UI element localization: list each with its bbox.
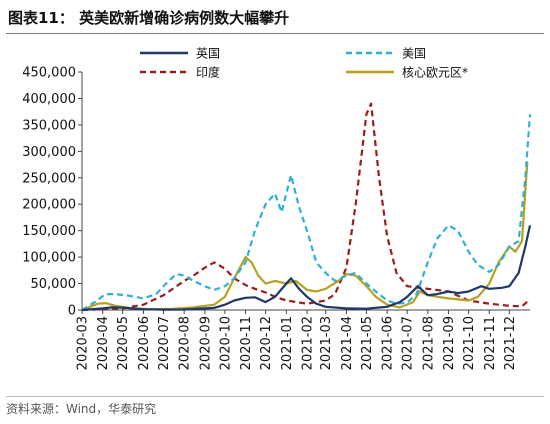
source-note: 资料来源：Wind，华泰研究 — [6, 402, 157, 416]
x-tick-label: 2021-05 — [360, 316, 375, 370]
footer-divider — [6, 396, 544, 397]
x-tick-label: 2020-08 — [178, 316, 193, 370]
chart-axes: 0 50,000 100,000 150,000 200,000 250,000 300,0… — [22, 66, 530, 370]
x-tick-label: 2020-12 — [259, 316, 274, 370]
figure-header: 图表11： 英美欧新增确诊病例数大幅攀升 — [6, 4, 544, 34]
x-tick-label: 2021-11 — [483, 316, 498, 370]
x-tick-label: 2021-02 — [301, 316, 316, 370]
y-tick-label: 300,000 — [22, 145, 76, 160]
legend-label-2: 美国 — [402, 47, 426, 61]
x-tick-label: 2021-01 — [280, 316, 295, 370]
x-tick-label: 2021-08 — [421, 316, 436, 370]
x-tick-label: 2020-07 — [157, 316, 172, 370]
x-tick-label: 2020-04 — [96, 316, 111, 370]
chart-series — [81, 102, 532, 312]
y-tick-label: 100,000 — [22, 251, 76, 266]
y-tick-label: 250,000 — [22, 171, 76, 186]
title-divider — [6, 33, 544, 34]
y-tick-label: 350,000 — [22, 118, 76, 133]
x-tick-label: 2021-04 — [340, 316, 355, 370]
series-line-2 — [81, 114, 532, 311]
x-tick-label: 2021-06 — [381, 316, 396, 370]
x-tick-label: 2021-09 — [442, 316, 457, 370]
legend-label-4: 核心欧元区* — [402, 66, 468, 80]
x-tick-label: 2020-09 — [198, 316, 213, 370]
figure-title: 图表11： 英美欧新增确诊病例数大幅攀升 — [8, 9, 290, 27]
x-tick-label: 2021-07 — [401, 316, 416, 370]
legend-label-1: 英国 — [196, 47, 220, 61]
y-tick-label: 150,000 — [22, 224, 76, 239]
series-line-4 — [81, 161, 529, 312]
y-tick-label: 400,000 — [22, 92, 76, 107]
series-line-3 — [81, 102, 531, 312]
x-tick-label: 2020-11 — [239, 316, 254, 370]
x-tick-label: 2021-10 — [462, 316, 477, 370]
y-tick-label: 50,000 — [31, 277, 77, 292]
legend-label-3: 印度 — [196, 65, 220, 80]
y-tick-label: 450,000 — [22, 66, 76, 81]
series-line-1 — [81, 225, 532, 312]
x-tick-label: 2020-06 — [137, 316, 152, 370]
x-tick-label: 2021-03 — [319, 316, 334, 370]
x-tick-label: 2021-12 — [503, 316, 518, 370]
x-tick-label: 2020-05 — [116, 316, 131, 370]
y-tick-label: 200,000 — [22, 198, 76, 213]
x-tick-label: 2020-10 — [218, 316, 233, 370]
x-tick-label: 2020-03 — [76, 316, 91, 370]
y-tick-label: 0 — [68, 304, 76, 319]
